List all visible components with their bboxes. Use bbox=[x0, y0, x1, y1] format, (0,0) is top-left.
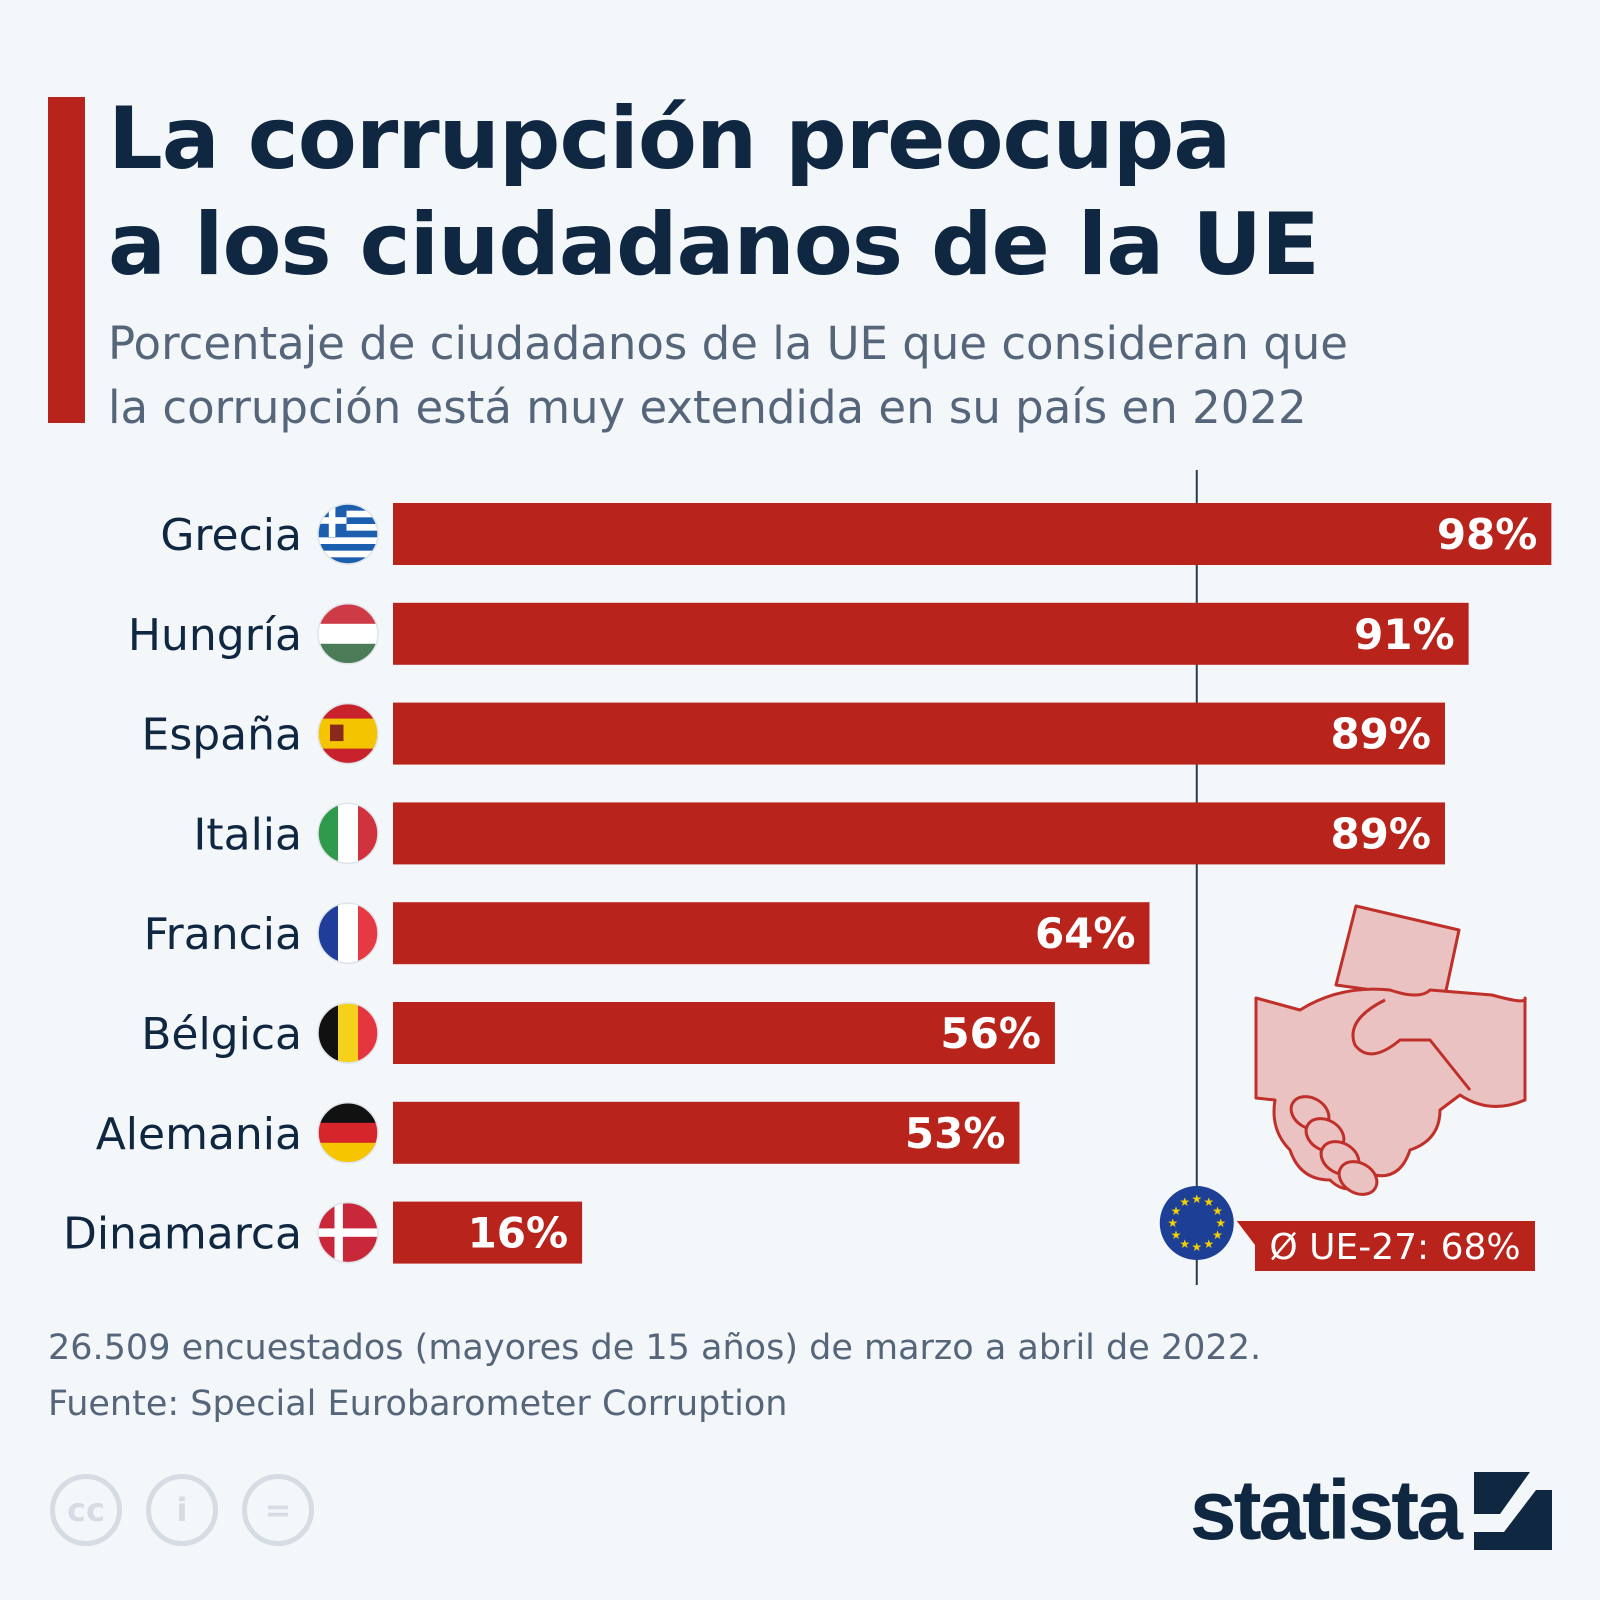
attribution-icon[interactable]: i bbox=[146, 1474, 218, 1546]
value-label: 89% bbox=[1330, 710, 1431, 759]
bar bbox=[393, 1201, 583, 1264]
footer-note: 26.509 encuestados (mayores de 15 años) … bbox=[48, 1328, 1262, 1368]
statista-logo-icon bbox=[1474, 1471, 1552, 1550]
category-label: Grecia bbox=[160, 510, 302, 561]
statista-logo[interactable]: statista bbox=[1190, 1462, 1552, 1559]
bar bbox=[393, 802, 1445, 865]
svg-text:★: ★ bbox=[1191, 1240, 1202, 1254]
chart-subtitle: Porcentaje de ciudadanos de la UE que co… bbox=[108, 312, 1348, 440]
denmark-flag-icon bbox=[318, 1202, 378, 1263]
bar bbox=[393, 602, 1469, 665]
no-derivatives-icon[interactable]: = bbox=[242, 1474, 314, 1546]
italy-flag-icon bbox=[318, 803, 378, 864]
value-label: 56% bbox=[940, 1009, 1041, 1058]
title-line: La corrupción preocupa bbox=[108, 89, 1231, 189]
svg-text:★: ★ bbox=[1171, 1228, 1182, 1242]
chart-title: La corrupción preocupa a los ciudadanos … bbox=[108, 86, 1320, 298]
spain-flag-icon bbox=[318, 703, 378, 764]
france-flag-icon bbox=[318, 903, 378, 964]
footer-source: Fuente: Special Eurobarometer Corruption bbox=[48, 1384, 788, 1424]
title-line: a los ciudadanos de la UE bbox=[108, 195, 1320, 295]
svg-text:★: ★ bbox=[1179, 1237, 1190, 1251]
cc-icon[interactable]: cc bbox=[50, 1474, 122, 1546]
svg-text:★: ★ bbox=[1203, 1195, 1214, 1209]
svg-text:★: ★ bbox=[1215, 1216, 1226, 1230]
svg-text:★: ★ bbox=[1179, 1195, 1190, 1209]
bar bbox=[393, 1101, 1020, 1164]
greece-flag-icon bbox=[318, 504, 378, 564]
category-label: Francia bbox=[144, 909, 302, 960]
value-label: 64% bbox=[1035, 909, 1136, 958]
category-label: Bélgica bbox=[141, 1009, 302, 1060]
bar bbox=[393, 902, 1150, 965]
svg-text:★: ★ bbox=[1212, 1204, 1223, 1218]
belgium-flag-icon bbox=[318, 1003, 378, 1063]
bar-chart: 98% Grecia 91% Hungría 89% España 89% Italia 64%… bbox=[63, 470, 1552, 1285]
germany-flag-icon bbox=[318, 1102, 378, 1163]
eu-average-label: Ø UE-27: 68% bbox=[1269, 1227, 1520, 1268]
title-accent-bar bbox=[48, 97, 85, 423]
value-label: 98% bbox=[1437, 510, 1538, 559]
value-label: 16% bbox=[468, 1209, 569, 1258]
svg-text:★: ★ bbox=[1203, 1237, 1214, 1251]
value-label: 91% bbox=[1354, 610, 1455, 659]
category-label: España bbox=[142, 710, 302, 761]
subtitle-line: la corrupción está muy extendida en su p… bbox=[108, 381, 1307, 434]
bar bbox=[393, 1002, 1055, 1064]
value-label: 53% bbox=[905, 1109, 1006, 1158]
category-label: Alemania bbox=[96, 1109, 302, 1160]
footer: 26.509 encuestados (mayores de 15 años) … bbox=[48, 1320, 1261, 1432]
handshake-money-icon bbox=[1254, 904, 1527, 1196]
bar bbox=[393, 503, 1552, 565]
svg-text:★: ★ bbox=[1167, 1216, 1178, 1230]
subtitle-line: Porcentaje de ciudadanos de la UE que co… bbox=[108, 317, 1348, 370]
svg-text:★: ★ bbox=[1191, 1192, 1202, 1206]
category-label: Hungría bbox=[128, 610, 302, 661]
category-label: Dinamarca bbox=[63, 1209, 302, 1260]
svg-text:★: ★ bbox=[1171, 1204, 1182, 1218]
category-label: Italia bbox=[193, 809, 302, 860]
brand-name: statista bbox=[1189, 1463, 1463, 1557]
value-label: 89% bbox=[1330, 809, 1431, 858]
hungary-flag-icon bbox=[318, 603, 378, 664]
eu-flag-icon: ★ ★★★★★★★★★★★ bbox=[1159, 1186, 1234, 1260]
bar bbox=[393, 702, 1445, 765]
svg-text:★: ★ bbox=[1212, 1228, 1223, 1242]
